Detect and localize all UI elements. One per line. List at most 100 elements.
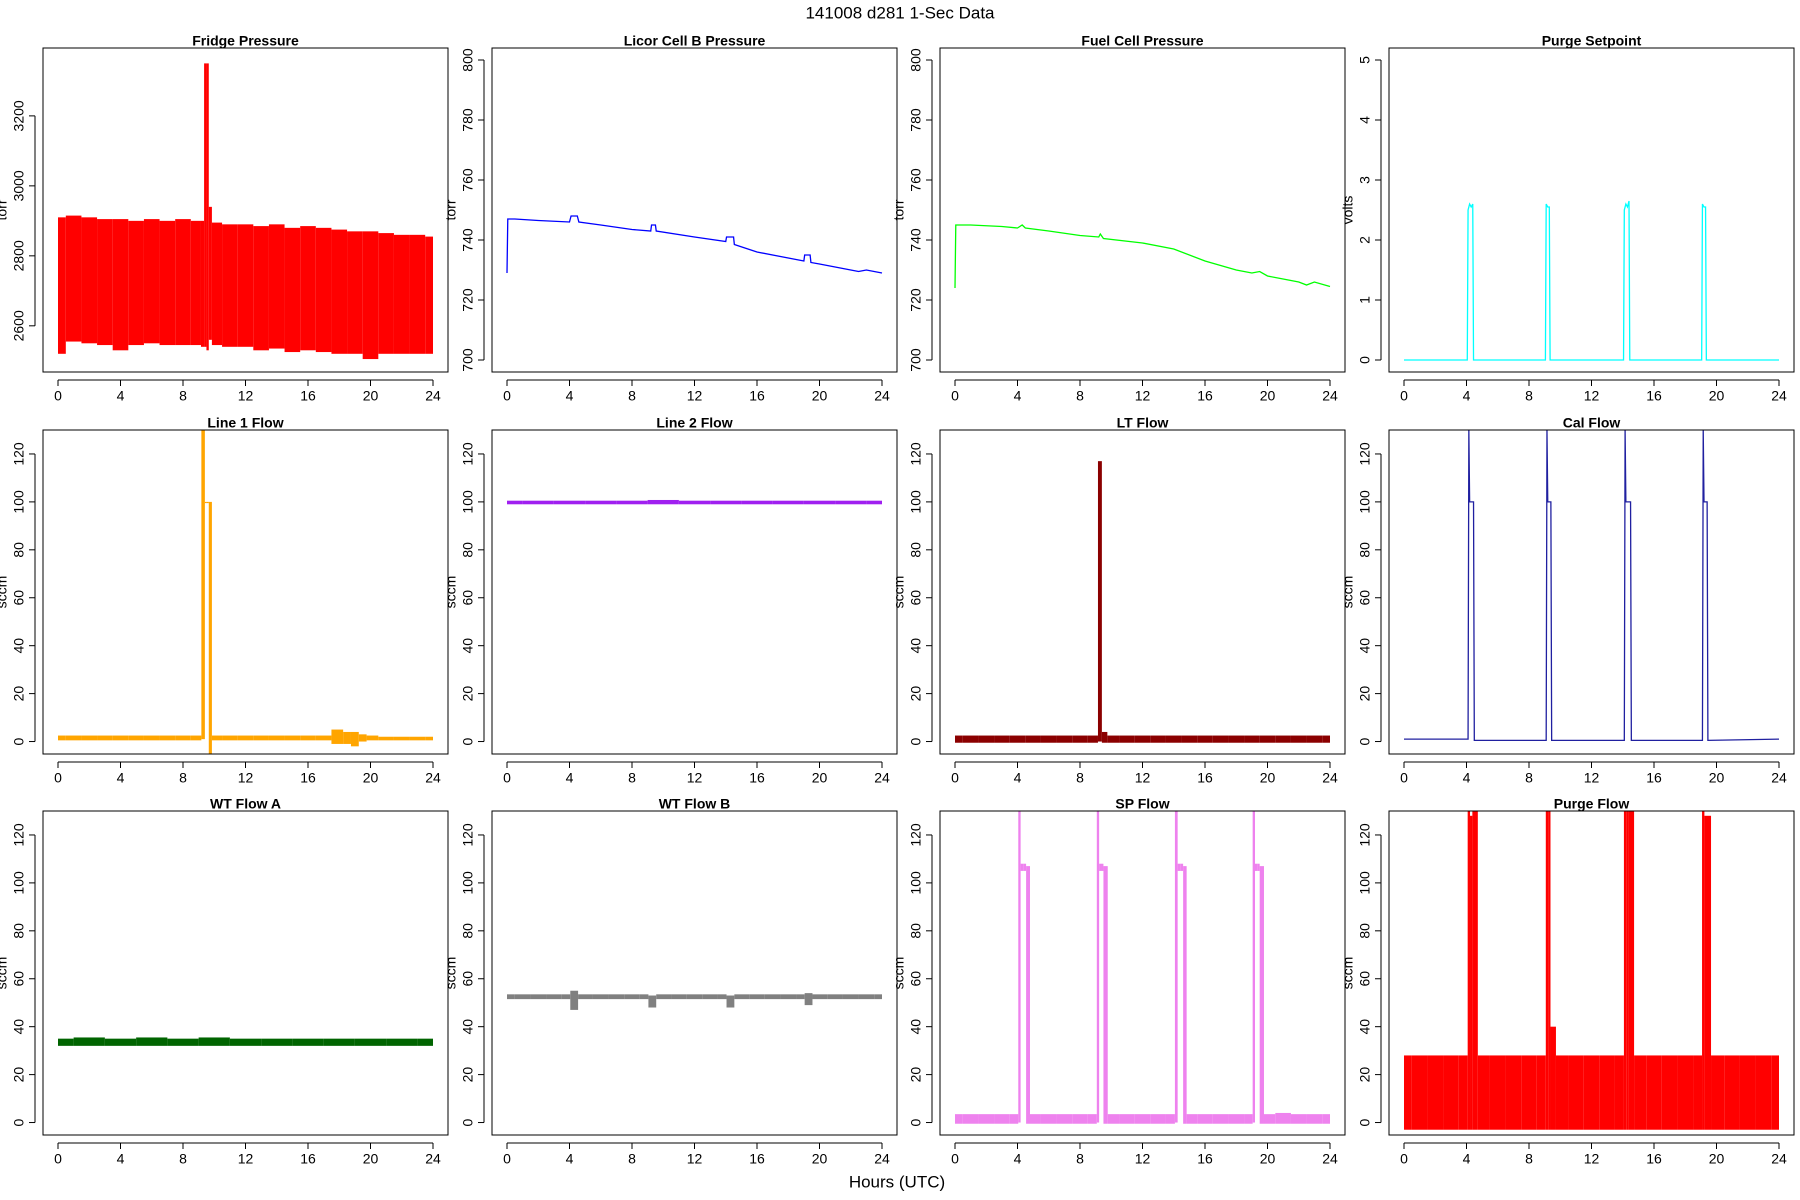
y-tick-label: 100: [908, 871, 924, 895]
data-band: [1626, 811, 1629, 1130]
data-band: [393, 736, 410, 741]
data-band: [592, 994, 609, 1000]
data-band: [198, 1037, 230, 1046]
data-band: [1677, 1055, 1694, 1130]
data-band: [206, 63, 209, 351]
data-band: [749, 994, 765, 1000]
y-tick-label: 40: [11, 1019, 27, 1035]
y-tick-label: 120: [11, 823, 27, 847]
data-band: [1056, 735, 1073, 743]
data-band: [702, 994, 718, 1000]
y-tick-label: 60: [908, 590, 924, 606]
data-band: [507, 994, 515, 1000]
data-band: [1244, 1114, 1253, 1124]
x-tick-label: 8: [179, 1151, 187, 1167]
x-tick-label: 8: [179, 770, 187, 786]
data-band: [1568, 1055, 1584, 1130]
data-band: [208, 206, 212, 340]
y-tick-label: 80: [11, 542, 27, 558]
y-tick-label: 0: [11, 737, 27, 745]
x-tick-label: 4: [117, 388, 125, 404]
x-tick-label: 20: [812, 388, 828, 404]
data-band: [812, 994, 828, 1000]
data-band: [978, 735, 995, 743]
data-band: [1009, 1114, 1019, 1124]
data-band: [222, 224, 238, 347]
data-band: [268, 224, 285, 349]
plot-area: [506, 215, 883, 274]
x-tick-label: 20: [363, 770, 379, 786]
data-band: [1107, 735, 1120, 743]
data-band: [1259, 735, 1276, 743]
data-band: [978, 1114, 995, 1124]
plot-frame: [491, 47, 898, 373]
data-band: [780, 994, 797, 1000]
x-tick-label: 8: [628, 770, 636, 786]
y-axis-label: sccm: [0, 576, 10, 609]
data-band: [507, 500, 523, 505]
x-tick-label: 20: [812, 770, 828, 786]
x-tick-label: 4: [1463, 388, 1471, 404]
x-tick-label: 16: [1646, 1151, 1662, 1167]
x-tick-label: 24: [425, 1151, 441, 1167]
data-band: [671, 994, 687, 1000]
x-tick-label: 12: [687, 770, 703, 786]
data-band: [143, 219, 160, 344]
data-band: [331, 729, 344, 744]
y-tick-label: 80: [908, 542, 924, 558]
data-band: [546, 994, 562, 1000]
data-band: [1119, 1114, 1135, 1124]
y-tick-label: 20: [1357, 686, 1373, 702]
y-tick-label: 60: [11, 590, 27, 606]
x-tick-label: 24: [1771, 770, 1787, 786]
data-band: [206, 501, 209, 504]
data-band: [136, 1037, 168, 1046]
data-band: [1443, 1055, 1459, 1130]
data-band: [331, 229, 348, 354]
x-tick-label: 16: [300, 770, 316, 786]
x-tick-label: 24: [1322, 770, 1338, 786]
data-band: [1771, 1055, 1779, 1130]
x-tick-label: 8: [628, 388, 636, 404]
x-tick-label: 20: [1260, 770, 1276, 786]
data-band: [1026, 866, 1030, 1124]
data-band: [1322, 735, 1330, 743]
y-tick-label: 740: [460, 228, 476, 252]
y-tick-label: 40: [908, 638, 924, 654]
y-tick-label: 1: [1357, 296, 1373, 304]
x-tick-label: 8: [1525, 388, 1533, 404]
data-band: [803, 500, 836, 505]
data-band: [229, 1038, 262, 1046]
plot-area: [955, 461, 1330, 743]
y-tick-label: 100: [460, 871, 476, 895]
x-tick-label: 8: [1525, 1151, 1533, 1167]
y-axis-label: sccm: [891, 576, 907, 609]
data-band: [1020, 863, 1024, 871]
data-band: [347, 231, 363, 354]
data-band: [1212, 1114, 1229, 1124]
x-tick-label: 20: [1260, 1151, 1276, 1167]
y-tick-label: 80: [11, 923, 27, 939]
data-band: [1228, 1114, 1245, 1124]
x-tick-label: 16: [1197, 388, 1213, 404]
y-axis-label: volts: [1340, 196, 1356, 225]
panel: WT Flow A sccm 0 4 8 12 16 20 24 0 20 40 60 80 100 120: [0, 796, 449, 1167]
x-tick-label: 0: [951, 388, 959, 404]
data-band: [717, 994, 727, 1000]
data-line: [506, 215, 883, 274]
plot-frame: [491, 810, 898, 1136]
panel: Fuel Cell Pressure torr 0 4 8 12 16 20 24 700 720 7…: [891, 33, 1346, 404]
y-tick-label: 780: [908, 108, 924, 132]
x-tick-label: 8: [1076, 770, 1084, 786]
x-tick-label: 16: [749, 770, 765, 786]
y-tick-label: 0: [908, 737, 924, 745]
x-tick-label: 24: [425, 770, 441, 786]
y-tick-label: 60: [11, 971, 27, 987]
data-band: [1165, 735, 1182, 743]
data-line: [1404, 430, 1780, 742]
data-band: [208, 501, 212, 754]
plot-frame: [42, 810, 449, 1136]
data-band: [1259, 866, 1264, 1124]
y-tick-label: 740: [908, 228, 924, 252]
